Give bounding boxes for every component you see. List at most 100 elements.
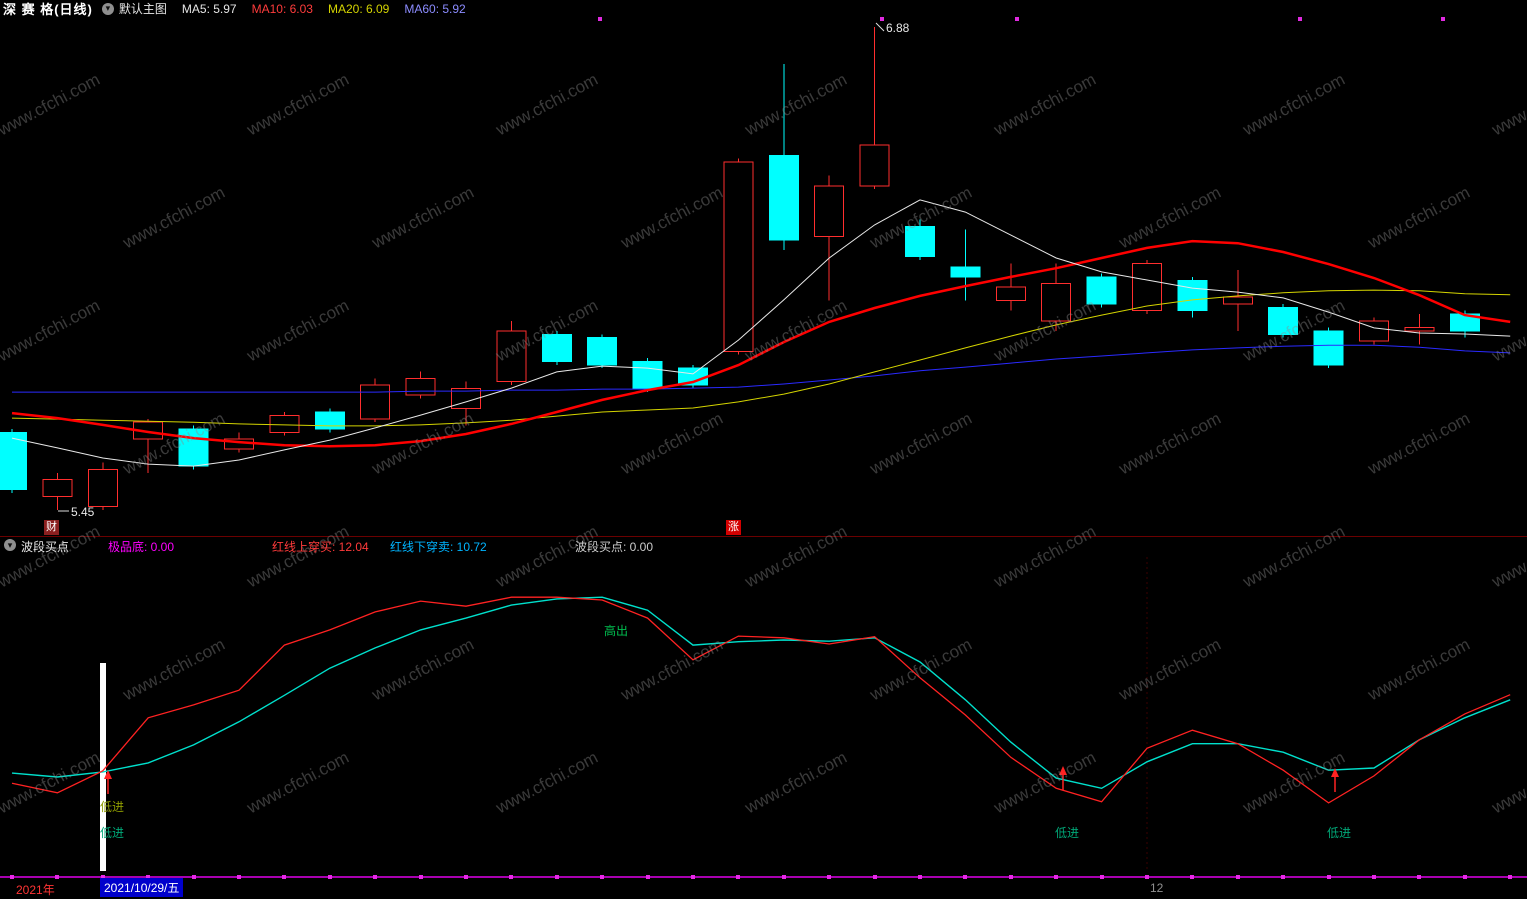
indicator-title[interactable]: 波段买点 xyxy=(21,540,70,554)
axis-tick-dot xyxy=(191,875,196,879)
event-dot xyxy=(1441,17,1445,21)
axis-tick-dot xyxy=(146,875,151,879)
ma-line-MA20 xyxy=(11,289,1511,427)
event-marker-cai[interactable]: 财 xyxy=(44,520,59,535)
axis-tick-dot xyxy=(963,875,968,879)
low-price-label: 5.45 xyxy=(71,505,95,519)
indicator-field-jipindi: 极品底: 0.00 xyxy=(108,540,175,554)
ma60-label: MA60: 5.92 xyxy=(404,1,466,16)
axis-tick-dot xyxy=(55,875,60,879)
indicator-panel[interactable]: 高出 低进 低进 低进 低进 xyxy=(0,554,1527,873)
indicator-field-boduan: 波段买点: 0.00 xyxy=(575,540,654,554)
event-dot xyxy=(1015,17,1019,21)
signal-label: 低进 xyxy=(100,826,125,840)
axis-tick-dot xyxy=(1235,875,1240,879)
axis-tick-dot xyxy=(781,875,786,879)
month-label: 12 xyxy=(1150,881,1164,895)
axis-tick-dot xyxy=(1372,875,1376,879)
axis-tick-dot xyxy=(691,875,695,879)
candle-body xyxy=(269,414,300,433)
candle-body xyxy=(995,286,1026,302)
signal-label: 低进 xyxy=(1055,826,1080,840)
axis-tick-dot xyxy=(1326,875,1331,879)
main-candlestick-panel[interactable]: 6.88 5.45 财 涨 xyxy=(0,17,1527,537)
stock-title: 深 赛 格(日线) xyxy=(3,2,93,17)
indicator-line-慢线 xyxy=(11,596,1511,790)
axis-tick-dot xyxy=(600,875,605,879)
candle-body xyxy=(1086,276,1117,305)
axis-tick-dot xyxy=(373,875,378,879)
axis-tick-dot xyxy=(418,875,423,879)
candle-body xyxy=(768,154,799,241)
ma-line-MA10 xyxy=(11,239,1511,448)
candle-body xyxy=(1177,279,1208,312)
ma20-label: MA20: 6.09 xyxy=(327,1,390,16)
axis-tick-dot xyxy=(1462,875,1467,879)
preset-dropdown-icon[interactable] xyxy=(101,2,114,15)
candle-body xyxy=(1041,283,1072,322)
year-label: 2021年 xyxy=(16,883,55,897)
candle-body xyxy=(87,468,118,508)
candle-body xyxy=(541,333,572,362)
candle-body xyxy=(814,185,845,237)
axis-tick-dot xyxy=(1008,875,1013,879)
buy-arrow-icon xyxy=(104,770,112,779)
time-axis[interactable]: 2021年 2021/10/29/五 12 xyxy=(0,873,1527,899)
axis-tick-dot xyxy=(10,875,14,879)
high-callout-tick xyxy=(875,22,885,32)
candle-body xyxy=(632,360,663,389)
ma-line-MA60 xyxy=(12,344,1511,393)
axis-tick-dot xyxy=(554,875,559,879)
candle-body xyxy=(1132,262,1162,312)
event-dot xyxy=(880,17,884,21)
axis-tick-dot xyxy=(736,875,741,879)
axis-tick-dot xyxy=(237,875,241,879)
axis-tick-dot xyxy=(1508,875,1513,879)
indicator-line-快线 xyxy=(11,596,1511,804)
preset-label[interactable]: 默认主图 xyxy=(118,2,167,16)
axis-tick-dot xyxy=(1099,875,1104,879)
axis-tick-dot xyxy=(645,875,650,879)
buy-arrow-icon xyxy=(1059,766,1067,775)
axis-tick-dot xyxy=(872,875,877,879)
candle-body xyxy=(1404,327,1435,332)
candle-body xyxy=(950,266,981,278)
signal-label: 高出 xyxy=(604,624,629,638)
axis-tick-dot xyxy=(1145,875,1149,879)
axis-tick-dot xyxy=(1190,875,1195,879)
axis-tick-dot xyxy=(282,875,287,879)
candle-body xyxy=(314,411,345,430)
axis-tick-dot xyxy=(1281,875,1286,879)
candle-body xyxy=(360,384,391,420)
indicator-field-cross-dn-sell: 红线下穿卖: 10.72 xyxy=(390,540,487,554)
candle-body xyxy=(1359,320,1389,342)
candle-body xyxy=(905,225,935,258)
candle-body xyxy=(496,330,527,383)
crosshair-cursor[interactable] xyxy=(100,663,106,871)
top-info-bar: 深 赛 格(日线) 默认主图 MA5: 5.97 MA10: 6.03 MA20… xyxy=(0,0,1527,18)
candlestick-chart xyxy=(0,22,1511,512)
candle-body xyxy=(42,479,73,497)
ma10-label: MA10: 6.03 xyxy=(251,1,313,16)
event-dot xyxy=(598,17,602,21)
indicator-chart xyxy=(11,557,1511,871)
buy-arrow-icon xyxy=(1331,768,1339,777)
indicator-header: 波段买点 极品底: 0.00 红线上穿买: 12.04 红线下穿卖: 10.72… xyxy=(0,537,1527,554)
axis-tick-dot xyxy=(464,875,468,879)
indicator-field-cross-up-buy: 红线上穿买: 12.04 xyxy=(272,540,369,554)
candle-body xyxy=(178,428,209,467)
indicator-dropdown-icon[interactable] xyxy=(4,539,16,551)
candle-body xyxy=(405,377,436,396)
selected-date-label: 2021/10/29/五 xyxy=(100,878,184,897)
candle-body xyxy=(0,431,27,491)
ma5-label: MA5: 5.97 xyxy=(181,1,237,16)
signal-label: 低进 xyxy=(100,800,125,814)
axis-tick-dot xyxy=(509,875,514,879)
axis-tick-dot xyxy=(100,875,105,879)
event-marker-zhang[interactable]: 涨 xyxy=(726,520,741,535)
axis-tick-dot xyxy=(327,875,332,879)
candle-body xyxy=(859,144,890,187)
high-price-label: 6.88 xyxy=(886,21,910,35)
axis-tick-dot xyxy=(1054,875,1059,879)
